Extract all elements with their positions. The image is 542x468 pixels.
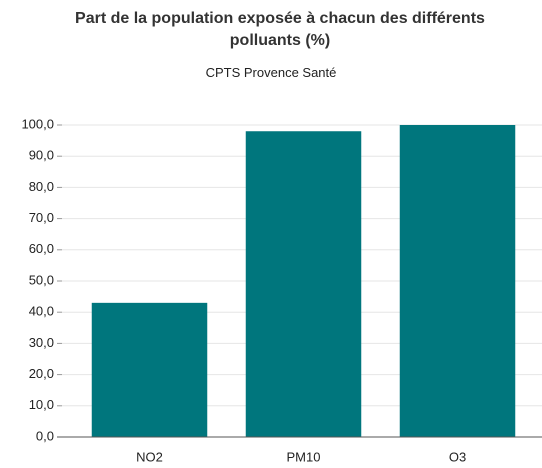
- chart-subtitle: CPTS Provence Santé: [205, 65, 337, 80]
- y-tick-label: 50,0: [29, 272, 54, 287]
- x-tick-label: O3: [449, 449, 466, 464]
- y-tick-label: 30,0: [29, 335, 54, 350]
- y-tick-label: 0,0: [36, 428, 54, 443]
- y-tick-label: 60,0: [29, 241, 54, 256]
- y-tick-label: 10,0: [29, 397, 54, 412]
- y-tick-label: 90,0: [29, 148, 54, 163]
- y-tick-label: 40,0: [29, 304, 54, 319]
- y-tick-label: 20,0: [29, 366, 54, 381]
- chart-title: Part de la population exposée à chacun d…: [75, 10, 485, 49]
- bar: [245, 131, 362, 438]
- bar: [91, 302, 208, 437]
- y-tick-label: 100,0: [21, 116, 54, 131]
- x-tick-label: NO2: [136, 449, 163, 464]
- y-tick-label: 80,0: [29, 179, 54, 194]
- x-tick-label: PM10: [287, 449, 321, 464]
- y-tick-label: 70,0: [29, 210, 54, 225]
- bar: [399, 125, 516, 437]
